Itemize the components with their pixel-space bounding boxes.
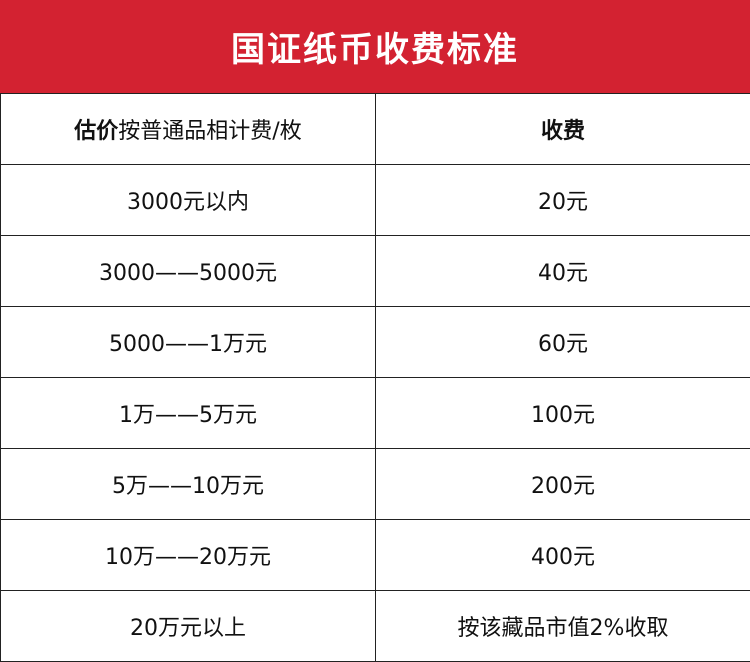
table-row: 20万元以上 按该藏品市值2%收取 bbox=[1, 591, 750, 662]
fee-header: 收费 bbox=[376, 94, 750, 165]
valuation-range-cell: 3000——5000元 bbox=[1, 236, 376, 307]
valuation-header-note: 按普通品相计费/枚 bbox=[118, 119, 301, 144]
valuation-range-cell: 5万——10万元 bbox=[1, 449, 376, 520]
table-row: 5万——10万元 200元 bbox=[1, 449, 750, 520]
valuation-range-cell: 3000元以内 bbox=[1, 165, 376, 236]
fee-cell: 60元 bbox=[376, 307, 750, 378]
fee-cell: 20元 bbox=[376, 165, 750, 236]
fee-header-label: 收费 bbox=[541, 119, 585, 144]
fee-cell: 40元 bbox=[376, 236, 750, 307]
valuation-range-cell: 1万——5万元 bbox=[1, 378, 376, 449]
valuation-header: 估价按普通品相计费/枚 bbox=[1, 94, 376, 165]
valuation-range-cell: 10万——20万元 bbox=[1, 520, 376, 591]
table-row: 10万——20万元 400元 bbox=[1, 520, 750, 591]
table-row: 1万——5万元 100元 bbox=[1, 378, 750, 449]
valuation-range-cell: 5000——1万元 bbox=[1, 307, 376, 378]
table-row: 5000——1万元 60元 bbox=[1, 307, 750, 378]
title-banner: 国证纸币收费标准 bbox=[0, 0, 750, 93]
fee-table: 估价按普通品相计费/枚 收费 3000元以内 20元 3000——5000元 4… bbox=[0, 93, 750, 662]
fee-cell: 400元 bbox=[376, 520, 750, 591]
page-title: 国证纸币收费标准 bbox=[231, 22, 519, 71]
table-row: 3000——5000元 40元 bbox=[1, 236, 750, 307]
valuation-range-cell: 20万元以上 bbox=[1, 591, 376, 662]
table-row: 3000元以内 20元 bbox=[1, 165, 750, 236]
fee-cell: 按该藏品市值2%收取 bbox=[376, 591, 750, 662]
fee-cell: 200元 bbox=[376, 449, 750, 520]
fee-cell: 100元 bbox=[376, 378, 750, 449]
table-header-row: 估价按普通品相计费/枚 收费 bbox=[1, 94, 750, 165]
valuation-header-label: 估价 bbox=[74, 119, 118, 144]
